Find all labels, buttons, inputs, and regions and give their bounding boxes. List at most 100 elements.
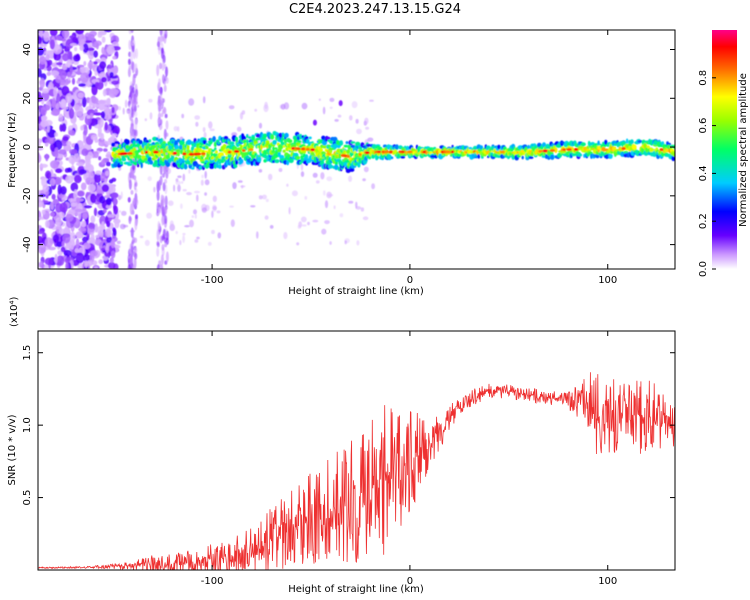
spectrogram-cell — [175, 144, 179, 150]
spectrogram-cell — [99, 215, 107, 226]
spectrogram-cell — [338, 153, 342, 160]
spectrogram-cell — [38, 235, 43, 246]
spectrogram-cell — [55, 103, 60, 110]
spectrogram-cell — [161, 244, 165, 251]
spectrogram-cell — [258, 122, 263, 129]
spectrogram-cell — [175, 180, 181, 185]
spectrogram-cell — [383, 150, 390, 154]
spectrogram-cell — [647, 145, 650, 149]
spectrogram-cell — [272, 146, 275, 152]
spectrogram-cell — [297, 224, 301, 229]
spectrogram-cell — [135, 48, 139, 59]
spectrogram-cell — [371, 144, 377, 150]
spectrogram-cell — [165, 154, 170, 160]
spectrogram-cell — [70, 182, 79, 192]
spectrogram-cell — [184, 225, 190, 228]
spectrogram-cell — [62, 136, 69, 142]
spectrogram-cell — [266, 155, 269, 162]
spectrogram-cell — [387, 154, 392, 159]
spectrogram-cell — [138, 140, 143, 145]
spectrogram-xtick-label: 100 — [598, 275, 617, 286]
spectrogram-cell — [87, 151, 94, 159]
spectrogram-cell — [65, 213, 74, 222]
spectrogram-cell — [337, 114, 342, 118]
spectrogram-cell — [366, 143, 371, 147]
spectrogram-cell — [520, 149, 525, 153]
spectrogram-cell — [172, 151, 178, 155]
spectrogram-cell — [210, 149, 215, 152]
spectrogram-cell — [536, 142, 542, 148]
spectrogram-cell — [153, 186, 156, 193]
spectrogram-ytick-label: -40 — [22, 236, 33, 252]
spectrogram-cell — [130, 254, 134, 267]
spectrogram-cell — [561, 141, 565, 145]
spectrogram-cell — [349, 168, 355, 172]
spectrogram-cell — [74, 248, 79, 253]
spectrogram-cell — [304, 196, 308, 200]
spectrogram-cell — [111, 133, 118, 137]
spectrogram-cell — [299, 133, 303, 140]
spectrogram-cell — [159, 30, 163, 36]
spectrogram-cell — [358, 153, 362, 156]
spectrogram-cell — [50, 110, 60, 116]
spectrogram-cell — [38, 195, 41, 203]
spectrogram-cell — [204, 179, 210, 186]
spectrogram-cell — [181, 138, 185, 142]
spectrogram-cell — [39, 56, 47, 65]
spectrogram-cell — [91, 84, 98, 96]
spectrogram-cell — [190, 146, 195, 152]
spectrogram-cell — [45, 220, 50, 228]
spectrogram-cell — [625, 138, 629, 145]
spectrogram-cell — [363, 166, 369, 173]
spectrogram-cell — [115, 84, 119, 89]
spectrogram-cell — [105, 244, 110, 254]
spectrogram-cell — [175, 230, 178, 235]
spectrogram-cell — [103, 148, 108, 152]
spectrogram-cell — [233, 149, 240, 153]
spectrogram-cell — [40, 120, 49, 128]
spectrogram-cell — [130, 241, 134, 254]
spectrogram-cell — [264, 215, 269, 220]
spectrogram-cell — [667, 144, 670, 149]
spectrogram-cell — [119, 223, 126, 230]
spectrogram-cell — [600, 150, 605, 157]
spectrogram-cell — [201, 174, 204, 179]
spectrogram-cell — [164, 215, 168, 225]
spectrogram-cell — [231, 151, 236, 156]
spectrogram-cell — [608, 153, 613, 159]
spectrogram-cell — [164, 260, 168, 265]
spectrogram-cell — [133, 183, 137, 191]
spectrogram-cell — [218, 135, 222, 141]
spectrogram-cell — [118, 106, 121, 111]
spectrogram-cell — [65, 262, 69, 269]
spectrogram-cell — [87, 183, 96, 192]
spectrogram-cell — [149, 160, 154, 165]
spectrogram-cell — [355, 118, 359, 124]
spectrogram-cell — [95, 170, 102, 175]
spectrogram-cell — [321, 228, 327, 235]
spectrogram-cell — [83, 124, 88, 136]
spectrogram-cell — [130, 169, 134, 178]
spectrogram-cell — [109, 72, 114, 77]
spectrogram-cell — [59, 212, 65, 219]
spectrogram-cell — [317, 154, 320, 159]
spectrogram-cell — [539, 147, 544, 150]
spectrogram-cell — [100, 111, 106, 119]
spectrogram-cell — [45, 170, 52, 179]
spectrogram-cell — [79, 45, 84, 51]
spectrogram-cell — [530, 152, 534, 157]
spectrogram-cell — [204, 192, 208, 196]
spectrogram-cell — [101, 221, 105, 230]
spectrogram-cell — [77, 92, 84, 99]
spectrogram-cell — [451, 150, 455, 154]
spectrogram-cell — [90, 193, 97, 204]
spectrogram-cell — [129, 115, 133, 122]
spectrogram-cell — [41, 115, 48, 121]
spectrogram-cell — [50, 160, 59, 169]
spectrogram-cell — [109, 118, 113, 126]
spectrogram-cell — [44, 237, 53, 248]
spectrogram-cell — [134, 247, 138, 253]
spectrogram-cell — [186, 145, 190, 151]
spectrogram-cell — [50, 39, 55, 50]
spectrogram-cell — [157, 99, 163, 107]
